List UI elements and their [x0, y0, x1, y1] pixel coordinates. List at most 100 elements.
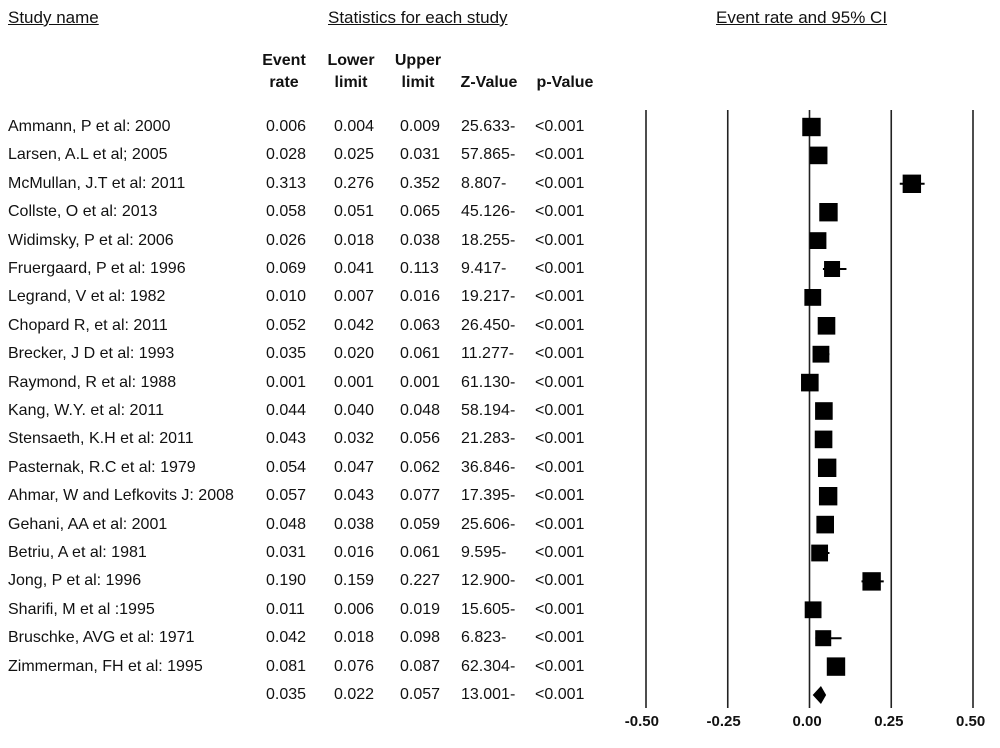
p-value-cell: <0.001: [535, 572, 585, 590]
upper-limit-cell: 0.056: [400, 430, 441, 448]
p-value-cell: <0.001: [535, 629, 585, 647]
z-value-cell: 45.126-: [461, 203, 516, 221]
z-value-cell: 15.605-: [461, 600, 516, 618]
upper-limit-cell: 0.016: [400, 288, 441, 306]
lower-limit-cell: 0.032: [334, 430, 375, 448]
upper-limit-cell: 0.061: [400, 544, 441, 561]
upper-limit-cell: 0.227: [400, 572, 441, 590]
upper-limit-cell: 0.077: [400, 487, 441, 505]
event-rate-cell: 0.043: [266, 430, 307, 448]
study-marker: [802, 117, 821, 137]
study-marker: [815, 402, 833, 420]
p-value-cell: <0.001: [535, 544, 585, 561]
upper-limit-cell: 0.062: [400, 458, 441, 476]
lower-limit-cell: 0.076: [334, 657, 375, 675]
event-rate-cell: 0.081: [266, 657, 307, 675]
lower-limit-cell: 0.018: [334, 231, 375, 249]
study-marker: [824, 261, 841, 277]
p-value-cell: <0.001: [535, 373, 585, 391]
lower-limit-cell: 0.025: [334, 146, 375, 164]
study-marker: [812, 345, 830, 363]
study-marker: [817, 317, 836, 335]
lower-limit-cell: 0.040: [334, 402, 375, 419]
table-row: Chopard R, et al: 2011 0.052 0.042 0.063 26.…: [0, 312, 620, 340]
study-name-cell: Ammann, P et al: 2000: [8, 118, 171, 135]
table-row: Zimmerman, FH et al: 1995 0.081 0.076 0.087…: [0, 653, 620, 681]
study-name-cell: Larsen, A.L et al; 2005: [8, 146, 168, 164]
lower-limit-cell: 0.159: [334, 572, 375, 590]
p-value-cell: <0.001: [535, 203, 585, 221]
table-row: Betriu, A et al: 1981 0.031 0.016 0.061 9.59…: [0, 539, 620, 567]
event-rate-cell: 0.069: [266, 260, 307, 277]
lower-limit-cell: 0.020: [334, 345, 375, 363]
lower-limit-cell: 0.004: [334, 118, 375, 135]
study-name-cell: Ahmar, W and Lefkovits J: 2008: [8, 487, 234, 505]
upper-limit-cell: 0.061: [400, 345, 441, 363]
z-value-cell: 25.633-: [461, 118, 516, 135]
study-name-cell: Sharifi, M et al :1995: [8, 600, 155, 618]
event-rate-cell: 0.006: [266, 118, 307, 135]
event-rate-cell: 0.190: [266, 572, 307, 590]
study-name-header: Study name: [8, 8, 99, 27]
p-value-cell: <0.001: [535, 487, 585, 505]
table-row: Pasternak, R.C et al: 1979 0.054 0.047 0.06…: [0, 454, 620, 482]
event-rate-cell: 0.026: [266, 231, 307, 249]
lower-limit-cell: 0.016: [334, 544, 375, 561]
event-rate-cell: 0.313: [266, 174, 307, 192]
event-rate-cell: 0.010: [266, 288, 307, 306]
table-row: Jong, P et al: 1996 0.190 0.159 0.227 12.900…: [0, 567, 620, 595]
study-name-cell: McMullan, J.T et al: 2011: [8, 174, 186, 192]
study-marker: [816, 515, 834, 534]
z-value-cell: 6.823-: [461, 629, 507, 647]
table-row: Collste, O et al: 2013 0.058 0.051 0.065 45.…: [0, 198, 620, 226]
table-row: Fruergaard, P et al: 1996 0.069 0.041 0.113…: [0, 255, 620, 283]
study-name-cell: Fruergaard, P et al: 1996: [8, 260, 186, 277]
study-name-cell: Chopard R, et al: 2011: [8, 316, 168, 334]
table-row: Larsen, A.L et al; 2005 0.028 0.025 0.031 57…: [0, 141, 620, 169]
upper-limit-cell: 0.048: [400, 402, 441, 419]
z-value-cell: 26.450-: [461, 316, 516, 334]
p-value-cell: <0.001: [535, 515, 585, 533]
table-row: Widimsky, P et al: 2006 0.026 0.018 0.038 18…: [0, 227, 620, 255]
z-value-cell: 57.865-: [461, 146, 516, 164]
study-name-cell: Widimsky, P et al: 2006: [8, 231, 174, 249]
summary-rate: 0.035: [266, 686, 307, 703]
study-name-cell: Kang, W.Y. et al: 2011: [8, 402, 164, 419]
study-name-cell: Raymond, R et al: 1988: [8, 373, 177, 391]
x-tick-label: 0.50: [956, 713, 986, 730]
table-row: Gehani, AA et al: 2001 0.048 0.038 0.059 25.…: [0, 511, 620, 539]
p-value-cell: <0.001: [535, 118, 585, 135]
lower-limit-cell: 0.041: [334, 260, 375, 277]
p-value-cell: <0.001: [535, 402, 585, 419]
p-value-cell: <0.001: [535, 316, 585, 334]
lower-limit-cell: 0.018: [334, 629, 375, 647]
study-name-cell: Gehani, AA et al: 2001: [8, 515, 168, 533]
p-value-cell: <0.001: [535, 458, 585, 476]
upper-limit-cell: 0.352: [400, 174, 441, 192]
summary-p: <0.001: [535, 686, 585, 703]
table-row: Ahmar, W and Lefkovits J: 2008 0.057 0.043…: [0, 482, 620, 510]
upper-limit-cell: 0.031: [400, 146, 441, 164]
study-marker: [902, 174, 922, 193]
z-value-cell: 58.194-: [461, 402, 516, 419]
event-rate-cell: 0.054: [266, 458, 307, 476]
study-name-cell: Collste, O et al: 2013: [8, 203, 158, 221]
upper-limit-cell: 0.063: [400, 316, 441, 334]
event-rate-cell: 0.044: [266, 402, 307, 419]
x-tick-label: 0.00: [792, 713, 822, 730]
z-value-cell: 62.304-: [461, 657, 516, 675]
z-value-cell: 9.595-: [461, 544, 507, 561]
event-rate-cell: 0.057: [266, 487, 307, 505]
table-row: Sharifi, M et al :1995 0.011 0.006 0.019 15.…: [0, 596, 620, 624]
study-marker: [809, 232, 827, 249]
study-marker: [804, 289, 822, 306]
upper-limit-column-header: Upper limit: [394, 52, 442, 91]
z-value-column-header: Z-Value: [460, 74, 518, 91]
study-marker: [815, 630, 832, 647]
event-rate-cell: 0.042: [266, 629, 307, 647]
event-rate-cell: 0.001: [266, 373, 307, 391]
event-rate-cell: 0.011: [266, 600, 305, 618]
z-value-cell: 8.807-: [461, 174, 507, 192]
study-marker: [804, 601, 822, 619]
table-row: Ammann, P et al: 2000 0.006 0.004 0.009 25.6…: [0, 113, 620, 141]
